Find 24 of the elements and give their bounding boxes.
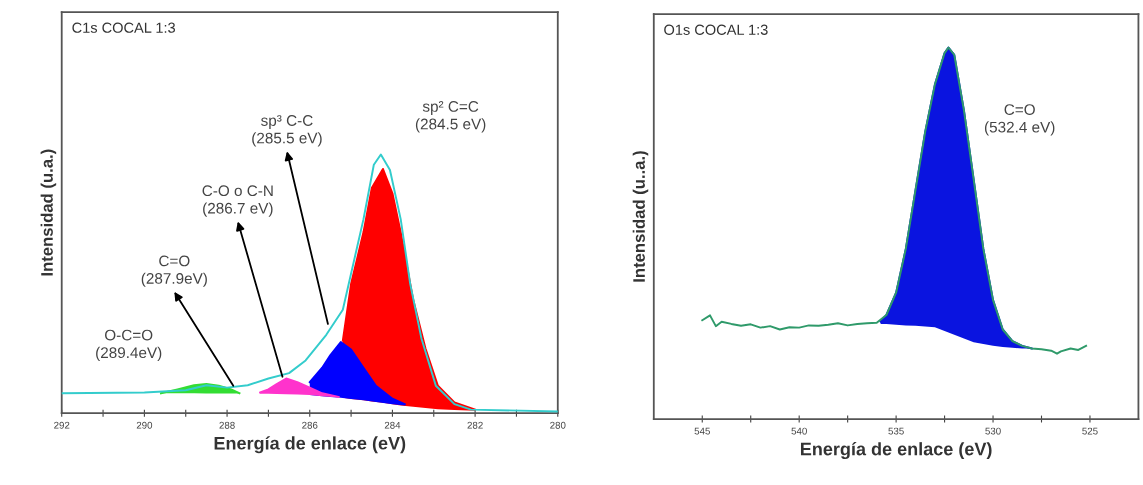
annotation: O-C=O (289.4eV) (96, 329, 162, 362)
chart-title: C1s COCAL 1:3 (72, 22, 176, 33)
text: sp² C=C (284.5 eV) (415, 101, 486, 133)
x-tick-label: 288 (219, 421, 235, 429)
annotation: sp³ C-C (285.5 eV) (252, 115, 322, 147)
x-axis-title: Energía de enlace (eV) (800, 441, 992, 460)
x-tick-label: 290 (136, 421, 153, 429)
x-tick-label: 280 (550, 421, 566, 429)
x-tick-label: 284 (384, 421, 401, 429)
annotation: C=O (287.9eV) (141, 255, 207, 287)
x-tick-label: 282 (467, 421, 483, 429)
x-tick-label: 286 (302, 421, 318, 429)
annotation: C=O (532.4 eV) (984, 104, 1055, 136)
y-axis-title: Intensidad (u..a.) (632, 151, 649, 282)
chart-title: O1s COCAL 1:3 (664, 24, 768, 35)
x-axis-title: Energía de enlace (eV) (214, 436, 406, 454)
x-tick-label: 525 (1082, 427, 1098, 435)
x-tick-label: 292 (54, 421, 70, 429)
annotation: C-O o C-N (286.7 eV) (202, 185, 273, 217)
y-axis-title: Intensidad (u.a.) (40, 149, 57, 276)
x-tick-label: 535 (888, 427, 904, 435)
x-tick-label: 540 (791, 427, 807, 435)
x-tick-label: 530 (985, 427, 1001, 435)
x-tick-label: 545 (694, 427, 710, 435)
